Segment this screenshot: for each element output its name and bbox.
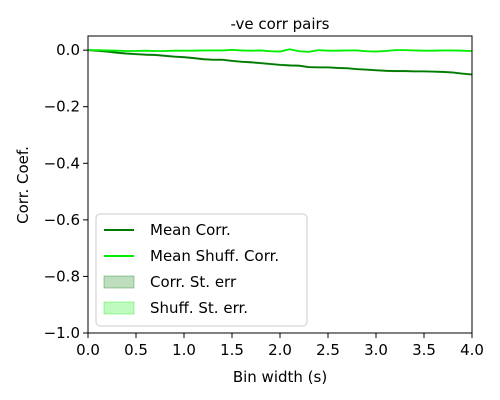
x-tick-label: 2.5 [316,341,340,359]
series-line-1 [88,48,473,53]
legend-label: Mean Shuff. Corr. [150,247,279,265]
y-axis: 0.0 −0.2 −0.4 −0.6 −0.8 −1.0 [44,41,88,342]
x-axis: 0.0 0.5 1.0 1.5 2.0 2.5 3.0 3.5 4.0 [76,333,484,359]
x-tick-label: 0.0 [76,341,100,359]
legend-label: Shuff. St. err. [150,299,248,317]
y-tick-label: 0.0 [56,41,80,59]
legend: Mean Corr. Mean Shuff. Corr. Corr. St. err… [95,213,308,327]
x-tick-label: 4.0 [460,341,484,359]
legend-label: Corr. St. err [150,273,237,291]
legend-label: Mean Corr. [150,221,231,239]
y-tick-label: −1.0 [44,324,80,342]
series-lines [87,48,473,76]
x-tick-label: 3.0 [364,341,388,359]
y-tick-label: −0.6 [44,211,80,229]
chart-title: -ve corr pairs [230,15,329,33]
x-tick-label: 0.5 [124,341,148,359]
y-tick-label: −0.8 [44,267,80,285]
y-tick-label: −0.2 [44,98,80,116]
x-tick-label: 1.0 [172,341,196,359]
series-line-0 [87,49,473,76]
y-tick-label: −0.4 [44,154,80,172]
legend-box [95,213,308,327]
legend-patch-swatch [103,275,135,289]
y-axis-title: Corr. Coef. [14,146,32,224]
x-tick-label: 2.0 [268,341,292,359]
x-tick-label: 1.5 [220,341,244,359]
x-axis-title: Bin width (s) [233,368,327,386]
legend-patch-swatch [103,301,135,315]
x-tick-label: 3.5 [412,341,436,359]
